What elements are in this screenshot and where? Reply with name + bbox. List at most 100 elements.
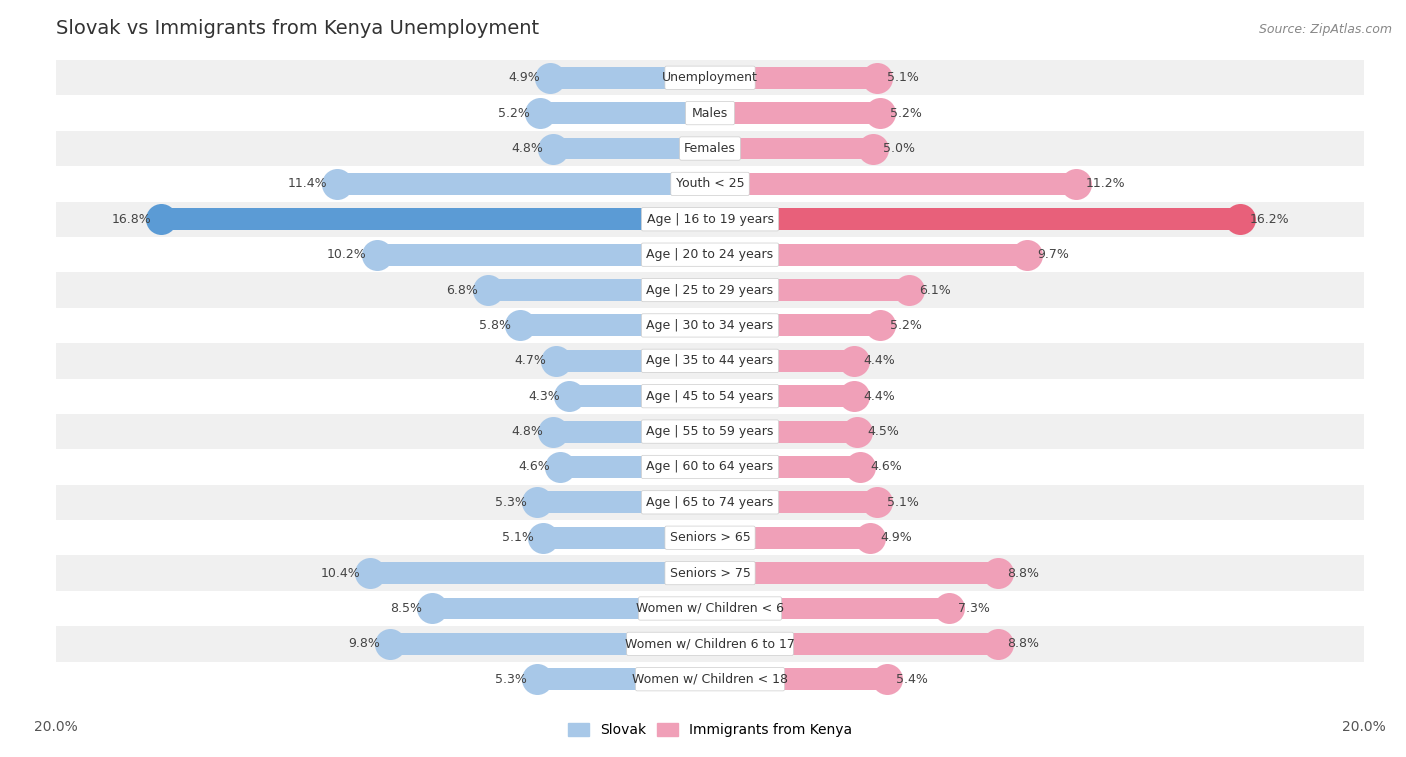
FancyBboxPatch shape xyxy=(627,632,793,656)
Bar xyxy=(337,173,710,195)
Bar xyxy=(710,102,880,124)
Text: Women w/ Children 6 to 17: Women w/ Children 6 to 17 xyxy=(626,637,794,650)
Text: Females: Females xyxy=(685,142,735,155)
Text: Males: Males xyxy=(692,107,728,120)
Bar xyxy=(56,414,1364,449)
Text: 8.8%: 8.8% xyxy=(1008,566,1039,580)
Bar xyxy=(56,520,1364,556)
Text: 11.4%: 11.4% xyxy=(288,177,328,191)
Text: 4.8%: 4.8% xyxy=(512,142,543,155)
Text: Age | 30 to 34 years: Age | 30 to 34 years xyxy=(647,319,773,332)
Text: 6.1%: 6.1% xyxy=(920,284,950,297)
Bar xyxy=(56,378,1364,414)
Bar xyxy=(56,556,1364,590)
Bar xyxy=(710,527,870,549)
Text: 5.3%: 5.3% xyxy=(495,673,527,686)
FancyBboxPatch shape xyxy=(679,137,741,160)
Text: 5.1%: 5.1% xyxy=(502,531,533,544)
Text: 9.8%: 9.8% xyxy=(349,637,380,650)
Text: Age | 35 to 44 years: Age | 35 to 44 years xyxy=(647,354,773,367)
Text: 5.3%: 5.3% xyxy=(495,496,527,509)
Bar xyxy=(56,201,1364,237)
Bar xyxy=(710,173,1076,195)
Bar xyxy=(710,633,998,655)
FancyBboxPatch shape xyxy=(665,526,755,550)
Text: 5.1%: 5.1% xyxy=(887,71,918,84)
Text: 4.9%: 4.9% xyxy=(509,71,540,84)
Text: 4.4%: 4.4% xyxy=(863,354,896,367)
FancyBboxPatch shape xyxy=(641,279,779,302)
Bar xyxy=(56,449,1364,484)
Bar xyxy=(56,60,1364,95)
Bar xyxy=(553,421,710,443)
Text: Seniors > 65: Seniors > 65 xyxy=(669,531,751,544)
Bar xyxy=(377,244,710,266)
Bar xyxy=(710,244,1028,266)
Bar xyxy=(56,95,1364,131)
FancyBboxPatch shape xyxy=(641,314,779,337)
FancyBboxPatch shape xyxy=(636,668,785,691)
FancyBboxPatch shape xyxy=(641,420,779,443)
Bar xyxy=(710,138,873,160)
Text: Source: ZipAtlas.com: Source: ZipAtlas.com xyxy=(1258,23,1392,36)
Text: 4.8%: 4.8% xyxy=(512,425,543,438)
Text: 5.1%: 5.1% xyxy=(887,496,918,509)
Bar xyxy=(56,308,1364,343)
Bar xyxy=(160,208,710,230)
Text: 10.2%: 10.2% xyxy=(328,248,367,261)
Text: Slovak vs Immigrants from Kenya Unemployment: Slovak vs Immigrants from Kenya Unemploy… xyxy=(56,18,540,38)
Bar xyxy=(520,314,710,336)
Text: 4.4%: 4.4% xyxy=(863,390,896,403)
Text: Women w/ Children < 6: Women w/ Children < 6 xyxy=(636,602,785,615)
FancyBboxPatch shape xyxy=(641,491,779,514)
Bar xyxy=(488,279,710,301)
Bar xyxy=(370,562,710,584)
Bar xyxy=(710,562,998,584)
Bar xyxy=(710,385,853,407)
Legend: Slovak, Immigrants from Kenya: Slovak, Immigrants from Kenya xyxy=(562,718,858,743)
Text: 4.6%: 4.6% xyxy=(517,460,550,473)
Text: 4.3%: 4.3% xyxy=(527,390,560,403)
Text: 4.5%: 4.5% xyxy=(868,425,898,438)
Text: Age | 45 to 54 years: Age | 45 to 54 years xyxy=(647,390,773,403)
Text: Age | 16 to 19 years: Age | 16 to 19 years xyxy=(647,213,773,226)
Text: Age | 20 to 24 years: Age | 20 to 24 years xyxy=(647,248,773,261)
Text: 10.4%: 10.4% xyxy=(321,566,360,580)
Text: 5.0%: 5.0% xyxy=(883,142,915,155)
Bar xyxy=(540,102,710,124)
Text: Youth < 25: Youth < 25 xyxy=(676,177,744,191)
Text: Women w/ Children < 18: Women w/ Children < 18 xyxy=(633,673,787,686)
Text: Age | 60 to 64 years: Age | 60 to 64 years xyxy=(647,460,773,473)
Text: Age | 55 to 59 years: Age | 55 to 59 years xyxy=(647,425,773,438)
Text: 8.5%: 8.5% xyxy=(391,602,422,615)
Bar xyxy=(710,491,877,513)
Bar xyxy=(389,633,710,655)
Bar xyxy=(56,590,1364,626)
Text: 9.7%: 9.7% xyxy=(1038,248,1069,261)
FancyBboxPatch shape xyxy=(641,207,779,231)
Text: Unemployment: Unemployment xyxy=(662,71,758,84)
Bar xyxy=(710,668,887,690)
Text: 4.6%: 4.6% xyxy=(870,460,903,473)
Bar xyxy=(710,314,880,336)
Text: 5.2%: 5.2% xyxy=(890,107,922,120)
Text: 8.8%: 8.8% xyxy=(1008,637,1039,650)
Text: 5.2%: 5.2% xyxy=(498,107,530,120)
Bar xyxy=(537,491,710,513)
Text: 6.8%: 6.8% xyxy=(446,284,478,297)
Bar xyxy=(710,421,858,443)
FancyBboxPatch shape xyxy=(671,173,749,195)
FancyBboxPatch shape xyxy=(641,385,779,408)
Bar xyxy=(710,279,910,301)
Bar xyxy=(56,343,1364,378)
Text: 7.3%: 7.3% xyxy=(959,602,990,615)
Bar xyxy=(56,662,1364,697)
Bar xyxy=(432,597,710,619)
Text: 16.8%: 16.8% xyxy=(111,213,150,226)
Bar xyxy=(56,626,1364,662)
FancyBboxPatch shape xyxy=(665,562,755,584)
Bar xyxy=(710,456,860,478)
FancyBboxPatch shape xyxy=(641,243,779,266)
Bar xyxy=(710,350,853,372)
Bar xyxy=(56,273,1364,308)
